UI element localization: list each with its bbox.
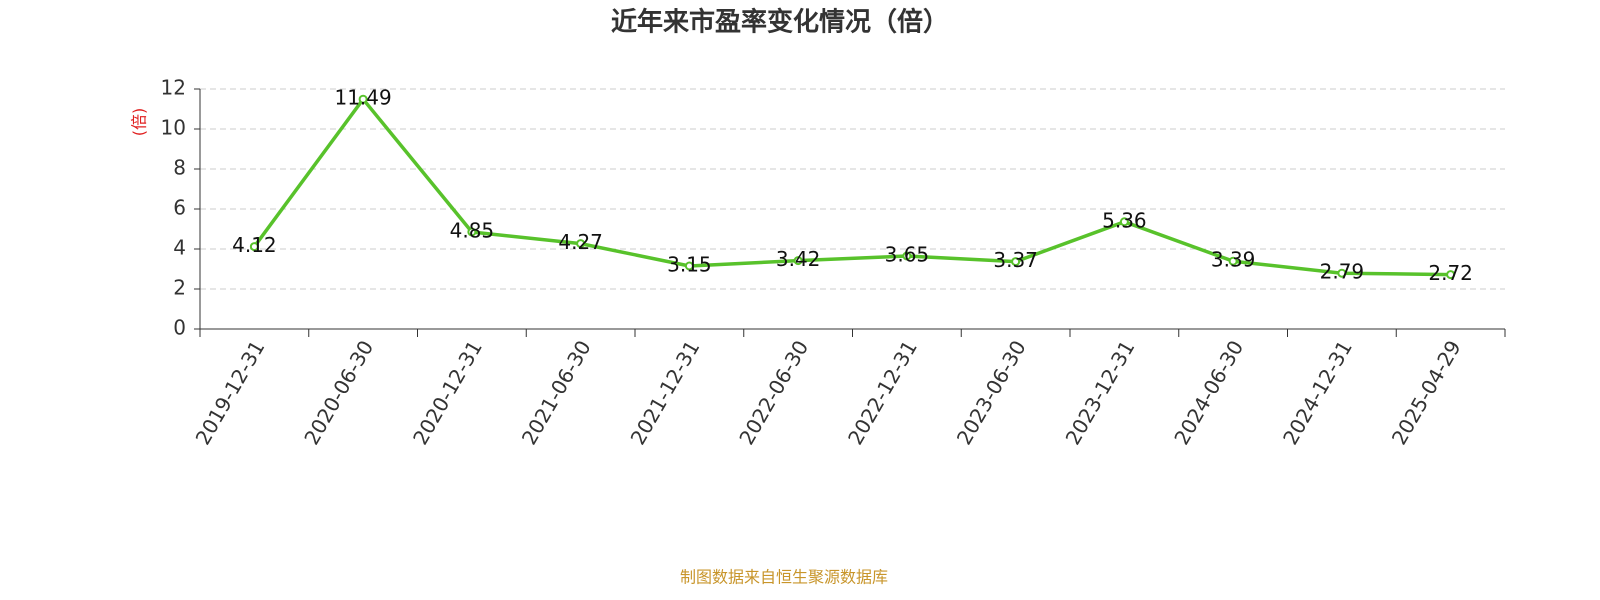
point [684, 261, 694, 271]
x-tick-label: 2025-04-29 [1387, 336, 1466, 449]
point [902, 251, 912, 261]
value-label: 4.12 [232, 233, 277, 257]
x-tick-label: 2019-12-31 [191, 336, 270, 449]
y-tick-label: 2 [173, 276, 186, 300]
value-label: 3.42 [776, 247, 821, 271]
x-tick-label: 2021-06-30 [517, 336, 596, 449]
value-label: 3.15 [667, 253, 712, 277]
point [576, 239, 586, 249]
chart-title: 近年来市盈率变化情况（倍） [611, 7, 949, 38]
source-note: 制图数据来自恒生聚源数据库 [680, 568, 888, 587]
y-tick-label: 8 [173, 156, 186, 180]
value-label: 4.85 [450, 219, 495, 243]
y-tick-label: 10 [161, 116, 186, 140]
x-tick-label: 2020-12-31 [408, 336, 487, 449]
x-tick-label: 2021-12-31 [626, 336, 705, 449]
value-label: 2.79 [1320, 260, 1365, 284]
point [793, 256, 803, 266]
value-label: 5.36 [1102, 208, 1147, 232]
value-label: 3.65 [885, 243, 930, 267]
x-tick-label: 2023-12-31 [1061, 336, 1140, 449]
y-tick-label: 4 [173, 236, 186, 260]
point [467, 227, 477, 237]
x-tick-label: 2022-06-30 [734, 336, 813, 449]
x-tick-label: 2024-06-30 [1169, 336, 1248, 449]
line [252, 97, 1451, 277]
y-tick-label: 12 [161, 76, 186, 100]
point [1337, 268, 1347, 278]
y-tick-label: 6 [173, 196, 186, 220]
x-tick-label: 2024-12-31 [1278, 336, 1357, 449]
x-tick-label: 2020-06-30 [299, 336, 378, 449]
value-label: 3.39 [1211, 248, 1256, 272]
point [1119, 217, 1129, 227]
x-tick-label: 2022-12-31 [843, 336, 922, 449]
point [1011, 257, 1021, 267]
value-label: 2.72 [1428, 261, 1473, 285]
value-label: 11.49 [334, 86, 391, 110]
value-label: 4.27 [558, 230, 603, 254]
y-tick-label: 0 [173, 316, 186, 340]
value-label: 3.37 [993, 248, 1038, 272]
point [1228, 256, 1238, 266]
point [249, 242, 259, 252]
y-axis-label: (倍) [130, 108, 149, 137]
x-tick-label: 2023-06-30 [952, 336, 1031, 449]
point [1446, 270, 1456, 280]
point [358, 94, 368, 104]
